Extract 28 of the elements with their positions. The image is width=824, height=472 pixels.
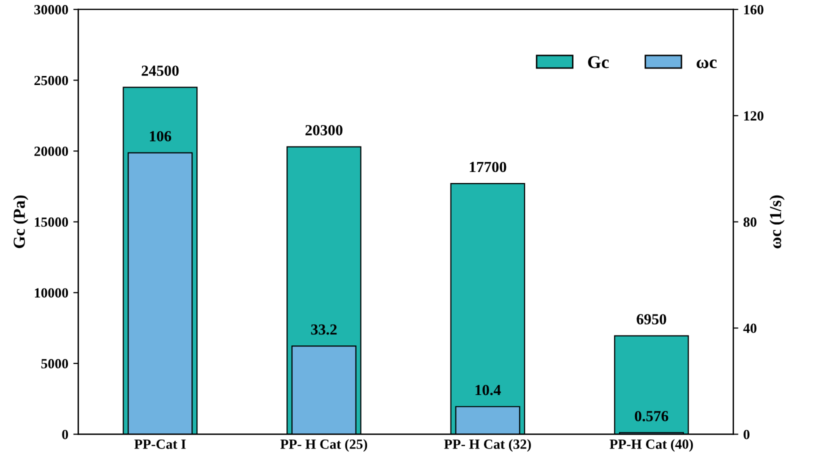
x-tick-label: PP-Cat I: [134, 440, 186, 449]
y2-tick-label: 120: [744, 111, 764, 121]
data-label: 10.4: [476, 384, 501, 396]
x-tick-label: PP- H Cat (32): [444, 439, 531, 452]
data-label: 6950: [636, 314, 666, 324]
y-tick-label: 0: [62, 430, 68, 440]
data-label: 0.576: [634, 410, 668, 422]
y-tick-label: 5000: [41, 359, 68, 368]
y2-tick-label: 160: [744, 5, 764, 14]
y2-tick-label: 0: [744, 430, 750, 440]
data-label: 17700: [470, 162, 506, 172]
y-tick-label: 15000: [34, 217, 68, 227]
x-tick-label: PP-H Cat (40): [610, 439, 693, 452]
y-tick-label: 10000: [34, 288, 68, 298]
data-label: 106: [150, 131, 172, 142]
y2-tick-label: 80: [744, 217, 756, 227]
legend-label: Gc: [588, 56, 609, 68]
data-label: 33.2: [311, 324, 337, 335]
y2-axis-title: ωc (1/s): [769, 195, 785, 248]
y-axis-title: Gc (Pa): [13, 196, 28, 248]
y-tick-label: 25000: [34, 76, 68, 86]
y-tick-label: 20000: [34, 146, 68, 156]
legend-label: ωc: [696, 60, 717, 68]
y2-tick-label: 40: [743, 324, 756, 333]
data-label: 24500: [142, 66, 179, 76]
x-tick-label: PP- H Cat (25): [280, 439, 368, 452]
y-tick-label: 30000: [34, 5, 68, 14]
data-label: 20300: [305, 125, 342, 136]
